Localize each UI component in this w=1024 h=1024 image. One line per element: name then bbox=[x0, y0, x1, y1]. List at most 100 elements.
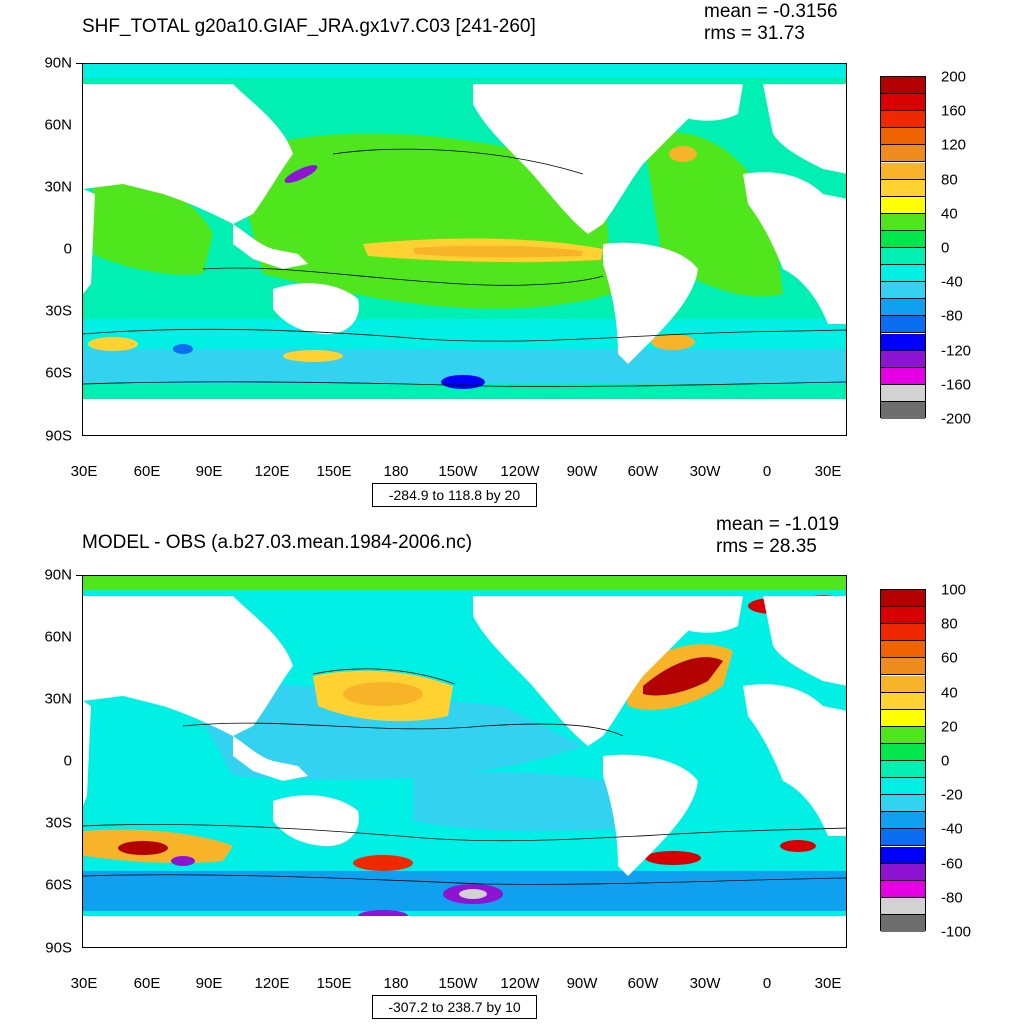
colorbar bbox=[880, 76, 926, 419]
lon-label: 0 bbox=[762, 975, 772, 992]
top-map-panel: SHF_TOTAL g20a10.GIAF_JRA.gx1v7.C03 [241… bbox=[44, 1, 972, 507]
colorbar-segment bbox=[881, 265, 925, 283]
lat-label-30n: 30N bbox=[44, 178, 72, 196]
lon-label: 30W bbox=[689, 975, 721, 992]
colorbar-label: 80 bbox=[941, 171, 958, 189]
stats-block: mean = -0.3156 rms = 31.73 bbox=[704, 1, 838, 45]
colorbar-label: -40 bbox=[941, 273, 963, 291]
colorbar-label: -200 bbox=[941, 410, 972, 428]
colorbar-segment bbox=[881, 709, 925, 727]
colorbar-segment bbox=[881, 812, 925, 830]
colorbar-segment bbox=[881, 162, 925, 180]
colorbar-segment bbox=[881, 692, 925, 710]
lon-label: 90E bbox=[195, 975, 223, 992]
colorbar-label: -60 bbox=[941, 855, 963, 873]
colorbar-segment bbox=[881, 829, 925, 847]
colorbar-segment bbox=[881, 94, 925, 112]
lon-label: 150W bbox=[438, 975, 478, 992]
colorbar-segment bbox=[881, 743, 925, 761]
lon-label: 30E bbox=[814, 463, 842, 480]
colorbar-segment bbox=[881, 914, 925, 932]
lat-label-90n: 90N bbox=[44, 54, 72, 72]
lon-label: 30W bbox=[689, 463, 721, 480]
lon-label: 150E bbox=[316, 463, 352, 480]
colorbar-segment bbox=[881, 213, 925, 231]
colorbar-segment bbox=[881, 846, 925, 864]
lon-label: 30E bbox=[70, 463, 98, 480]
colorbar-segment bbox=[881, 179, 925, 197]
colorbar-label: 100 bbox=[941, 581, 967, 599]
axis-tick bbox=[76, 63, 82, 64]
colorbar-label: -80 bbox=[941, 307, 963, 325]
colorbar-label: 120 bbox=[941, 136, 967, 154]
map-plot-area bbox=[82, 63, 847, 436]
lon-label: 60E bbox=[133, 975, 161, 992]
bottom-map-panel: MODEL - OBS (a.b27.03.mean.1984-2006.nc)… bbox=[0, 512, 1024, 1024]
colorbar-segment bbox=[881, 726, 925, 744]
colorbar-label: 80 bbox=[941, 615, 958, 633]
axis-tick bbox=[76, 575, 82, 576]
colorbar-segment bbox=[881, 641, 925, 659]
map-plot-area bbox=[82, 575, 847, 948]
lon-label: 60E bbox=[133, 463, 161, 480]
colorbar-label: 200 bbox=[941, 68, 967, 86]
colorbar-segment bbox=[881, 607, 925, 625]
colorbar-label: 0 bbox=[941, 239, 950, 257]
colorbar-segment bbox=[881, 401, 925, 419]
colorbar-segment bbox=[881, 282, 925, 300]
stats-block: mean = -1.019 rms = 28.35 bbox=[716, 514, 839, 558]
colorbar-segment bbox=[881, 111, 925, 129]
colorbar-label: 20 bbox=[941, 718, 958, 736]
lon-label: 0 bbox=[762, 463, 772, 480]
lon-label: 60W bbox=[627, 463, 659, 480]
colorbar-label: 40 bbox=[941, 684, 958, 702]
contour-range-label: -307.2 to 238.7 by 10 bbox=[372, 995, 537, 1019]
lat-label-60s: 60S bbox=[45, 364, 72, 382]
colorbar-segment bbox=[881, 196, 925, 214]
lat-label-90s: 90S bbox=[45, 427, 72, 445]
colorbar-segment bbox=[881, 230, 925, 248]
colorbar-label: -40 bbox=[941, 820, 963, 838]
lon-label: 90E bbox=[195, 463, 223, 480]
colorbar-segment bbox=[881, 590, 925, 608]
lat-label-eq: 0 bbox=[63, 752, 72, 770]
colorbar-segment bbox=[881, 333, 925, 351]
lon-label: 60W bbox=[627, 975, 659, 992]
lat-label-eq: 0 bbox=[63, 240, 72, 258]
lat-label-90s: 90S bbox=[45, 939, 72, 957]
colorbar-segment bbox=[881, 795, 925, 813]
colorbar-segment bbox=[881, 384, 925, 402]
lon-label: 30E bbox=[70, 975, 98, 992]
lon-label: 120W bbox=[500, 975, 540, 992]
lat-label-30s: 30S bbox=[45, 814, 72, 832]
colorbar-segment bbox=[881, 863, 925, 881]
colorbar-segment bbox=[881, 897, 925, 915]
lat-label-30s: 30S bbox=[45, 302, 72, 320]
colorbar-label: 60 bbox=[941, 649, 958, 667]
lon-label: 150W bbox=[438, 463, 478, 480]
colorbar-label: -20 bbox=[941, 786, 963, 804]
colorbar-segment bbox=[881, 658, 925, 676]
colorbar-label: -100 bbox=[941, 923, 972, 941]
colorbar-label: -120 bbox=[941, 342, 972, 360]
colorbar-segment bbox=[881, 778, 925, 796]
colorbar-segment bbox=[881, 761, 925, 779]
lat-label-90n: 90N bbox=[44, 566, 72, 584]
colorbar-segment bbox=[881, 145, 925, 163]
colorbar-label: 160 bbox=[941, 102, 967, 120]
panel-title: MODEL - OBS (a.b27.03.mean.1984-2006.nc) bbox=[82, 532, 473, 553]
colorbar-segment bbox=[881, 128, 925, 146]
lat-label-60s: 60S bbox=[45, 876, 72, 894]
mean-value: mean = -1.019 bbox=[716, 514, 840, 535]
lat-label-60n: 60N bbox=[44, 116, 72, 134]
colorbar-segment bbox=[881, 299, 925, 317]
colorbar-segment bbox=[881, 675, 925, 693]
lon-label: 120E bbox=[254, 463, 290, 480]
colorbar-segment bbox=[881, 880, 925, 898]
rms-value: rms = 31.73 bbox=[704, 23, 805, 44]
lat-label-60n: 60N bbox=[44, 628, 72, 646]
lon-label: 120E bbox=[254, 975, 290, 992]
colorbar-segment bbox=[881, 316, 925, 334]
colorbar-label: 0 bbox=[941, 752, 950, 770]
lon-label: 90W bbox=[566, 975, 598, 992]
